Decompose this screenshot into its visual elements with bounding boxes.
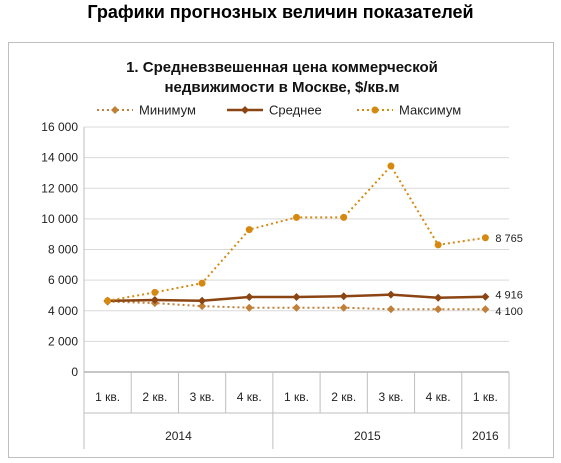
data-point <box>434 241 442 249</box>
y-tick-label: 14 000 <box>41 151 78 165</box>
chart-title-line: недвижимости в Москве, $/кв.м <box>164 79 399 96</box>
data-point <box>339 303 348 312</box>
data-point <box>434 293 443 302</box>
y-tick-label: 0 <box>71 365 78 379</box>
data-point <box>245 226 253 234</box>
data-label: 4 916 <box>495 290 523 302</box>
y-tick-label: 12 000 <box>41 181 78 195</box>
data-label: 4 100 <box>495 306 523 318</box>
x-tick-label: 3 кв. <box>190 390 215 404</box>
data-point <box>481 234 489 242</box>
data-label: 8 765 <box>495 233 523 245</box>
data-point <box>245 303 254 312</box>
data-point <box>150 296 159 305</box>
data-point <box>245 292 254 301</box>
x-tick-label: 4 кв. <box>426 390 451 404</box>
x-tick-label: 1 кв. <box>473 390 498 404</box>
data-point <box>198 296 207 305</box>
x-tick-label: 3 кв. <box>378 390 403 404</box>
x-tick-label: 2 кв. <box>331 390 356 404</box>
legend-marker <box>111 106 119 114</box>
data-point <box>481 305 490 314</box>
x-tick-label: 1 кв. <box>95 390 120 404</box>
legend-entry: Среднее <box>269 103 322 118</box>
legend-entry: Максимум <box>399 103 461 118</box>
legend-marker <box>241 106 249 114</box>
chart-frame: 1. Средневзвешенная цена коммерческой нед… <box>8 42 554 458</box>
data-point <box>387 162 395 170</box>
x-tick-label: 2 кв. <box>142 390 167 404</box>
data-point <box>198 302 207 311</box>
chart-title-line: 1. Средневзвешенная цена коммерческой <box>126 59 438 76</box>
y-tick-label: 6 000 <box>48 273 78 287</box>
x-group-label: 2014 <box>165 429 192 443</box>
data-point <box>198 279 206 287</box>
x-tick-label: 1 кв. <box>284 390 309 404</box>
data-point <box>104 297 112 305</box>
legend-entry: Минимум <box>139 103 196 118</box>
data-point <box>339 292 348 301</box>
x-group-label: 2015 <box>354 429 381 443</box>
page-title: Графики прогнозных величин показателей <box>87 2 474 22</box>
data-point <box>340 213 348 221</box>
data-point <box>434 305 443 314</box>
legend-marker <box>371 106 379 114</box>
data-point <box>292 292 301 301</box>
data-point <box>386 290 395 299</box>
y-tick-label: 16 000 <box>41 120 78 134</box>
y-tick-label: 8 000 <box>48 243 78 257</box>
y-tick-label: 10 000 <box>41 212 78 226</box>
x-tick-label: 4 кв. <box>237 390 262 404</box>
data-point <box>481 292 490 301</box>
x-group-label: 2016 <box>472 429 499 443</box>
data-point <box>293 213 300 221</box>
data-point <box>151 288 159 296</box>
line-chart: 1. Средневзвешенная цена коммерческой нед… <box>41 59 523 449</box>
data-point <box>292 303 301 312</box>
data-point <box>386 305 395 314</box>
y-tick-label: 2 000 <box>48 334 78 348</box>
y-tick-label: 4 000 <box>48 304 78 318</box>
